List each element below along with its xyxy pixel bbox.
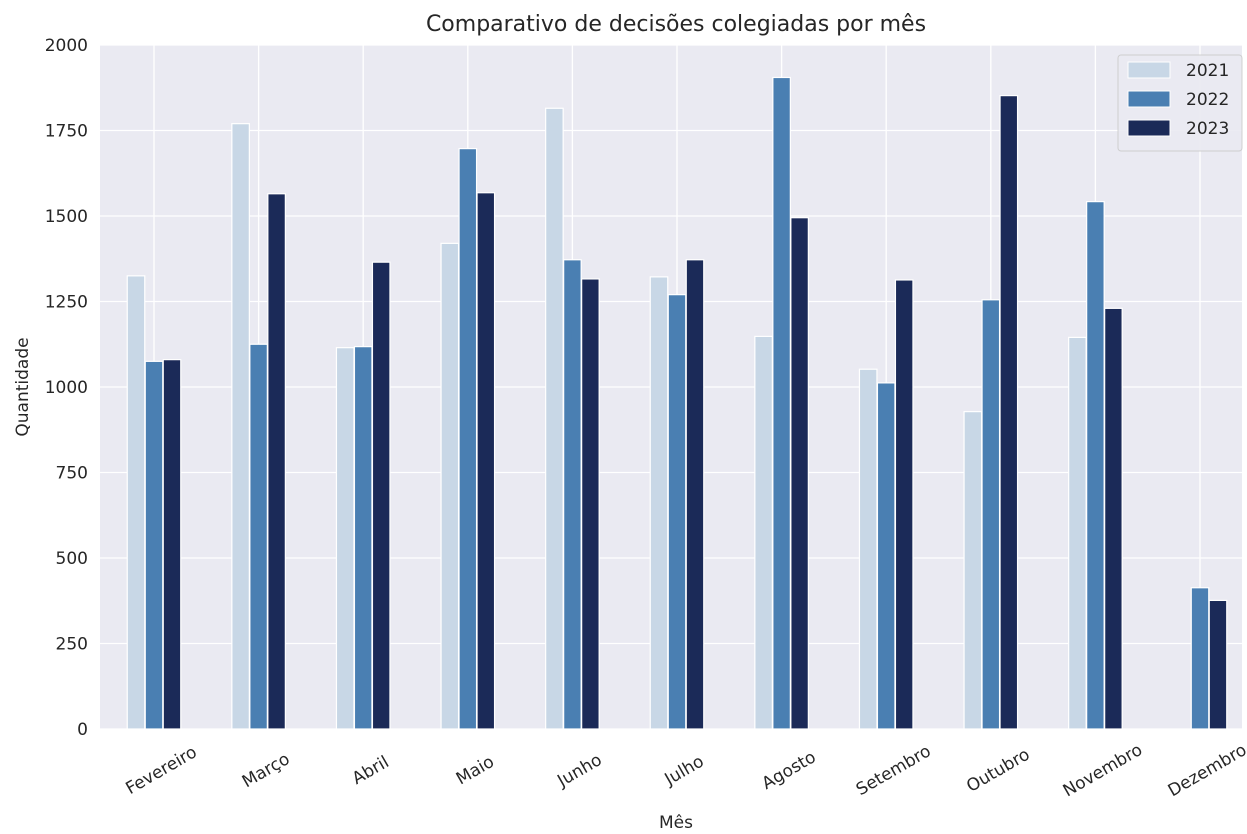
legend: 2021 2022 2023 — [1118, 55, 1242, 151]
bar-2022-dezembro — [1191, 588, 1209, 729]
bar-2023-dezembro — [1209, 600, 1227, 729]
bar-2023-novembro — [1105, 308, 1123, 729]
legend-label-2021: 2021 — [1186, 61, 1229, 81]
x-tick-label: Junho — [553, 750, 605, 792]
bar-2021-fevereiro — [127, 276, 145, 729]
bar-2022-agosto — [773, 77, 791, 729]
legend-label-2022: 2022 — [1186, 90, 1229, 110]
bar-2022-julho — [668, 295, 686, 729]
bar-2022-novembro — [1087, 202, 1105, 729]
y-tick-label: 500 — [56, 549, 88, 569]
bar-2021-junho — [546, 108, 564, 729]
bar-2022-outubro — [982, 300, 1000, 729]
bar-2021-agosto — [755, 336, 773, 729]
legend-swatch-2023 — [1128, 120, 1170, 136]
x-tick-label: Dezembro — [1165, 740, 1247, 801]
bar-2021-julho — [650, 277, 668, 729]
x-tick-label: Abril — [349, 752, 393, 789]
legend-swatch-2021 — [1128, 62, 1170, 78]
bar-2023-fevereiro — [163, 360, 181, 729]
bar-2021-abril — [336, 348, 354, 729]
bar-2022-abril — [354, 347, 372, 729]
bar-2023-agosto — [791, 218, 809, 729]
bar-2022-maio — [459, 149, 477, 729]
x-tick-label: Agosto — [759, 747, 820, 794]
bar-2023-junho — [582, 279, 600, 729]
y-tick-label: 2000 — [45, 36, 88, 56]
bar-2023-março — [268, 194, 286, 729]
bar-2021-maio — [441, 243, 459, 729]
legend-swatch-2022 — [1128, 91, 1170, 107]
bar-2021-março — [232, 124, 250, 729]
bar-2021-outubro — [964, 412, 982, 729]
x-tick-label: Maio — [453, 752, 498, 789]
legend-label-2023: 2023 — [1186, 119, 1229, 139]
bar-2023-maio — [477, 193, 495, 729]
y-tick-labels: 0 250 500 750 1000 1250 1500 1750 2000 — [45, 36, 88, 740]
bar-2022-junho — [564, 260, 582, 729]
y-tick-label: 1000 — [45, 378, 88, 398]
chart-title: Comparativo de decisões colegiadas por m… — [426, 12, 926, 37]
y-tick-label: 1250 — [45, 293, 88, 313]
bar-2023-julho — [686, 260, 704, 729]
bar-2022-março — [250, 344, 268, 729]
y-tick-label: 1500 — [45, 207, 88, 227]
bar-2023-outubro — [1000, 96, 1018, 729]
x-tick-label: Fevereiro — [122, 742, 200, 799]
y-tick-label: 0 — [77, 720, 88, 740]
x-tick-label: Outubro — [963, 745, 1033, 797]
x-tick-label: Julho — [661, 752, 708, 791]
x-tick-labels: Fevereiro Março Abril Maio Junho Julho Agosto S… — [122, 740, 1247, 801]
bar-2022-setembro — [877, 383, 895, 729]
bar-2023-abril — [372, 262, 390, 729]
x-axis-label: Mês — [659, 813, 693, 833]
y-axis-label: Quantidade — [13, 337, 33, 436]
x-tick-label: Março — [239, 749, 294, 792]
bar-2023-setembro — [895, 280, 913, 729]
y-tick-label: 1750 — [45, 122, 88, 142]
y-tick-label: 250 — [56, 635, 88, 655]
bar-2021-novembro — [1069, 337, 1087, 729]
x-tick-label: Setembro — [853, 741, 935, 800]
x-tick-label: Novembro — [1060, 740, 1146, 801]
y-tick-label: 750 — [56, 464, 88, 484]
bar-2021-setembro — [859, 369, 877, 729]
bar-2022-fevereiro — [145, 361, 163, 729]
